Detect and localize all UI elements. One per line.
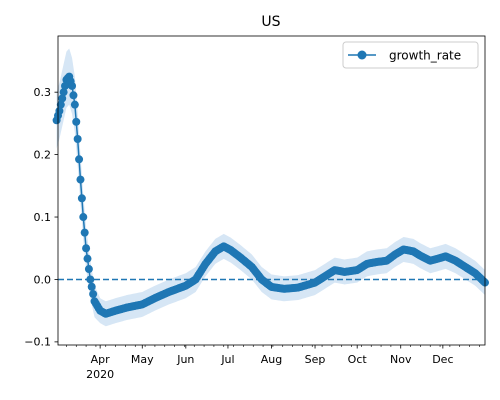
y-tick-label: 0.2 (34, 148, 52, 161)
data-point (86, 275, 95, 284)
data-point (89, 290, 98, 299)
y-tick-label: 0.3 (34, 86, 52, 99)
y-tick-label: 0.1 (34, 211, 52, 224)
x-tick-label: May (131, 353, 154, 366)
data-point (75, 155, 84, 164)
plot-area (52, 48, 489, 327)
y-tick-label: 0.0 (34, 273, 52, 286)
x-tick-label: Dec (432, 353, 453, 366)
y-tick-label: −0.1 (24, 336, 51, 349)
data-point (84, 265, 93, 274)
data-point (70, 100, 79, 109)
x-tick-label: Apr (91, 353, 111, 366)
data-point (68, 81, 77, 90)
data-point (80, 228, 89, 237)
data-point (87, 282, 96, 291)
legend: growth_rate (342, 41, 479, 69)
y-axis: −0.1 0.0 0.1 0.2 0.3 (24, 86, 58, 349)
data-point (56, 100, 65, 109)
data-point (77, 194, 86, 203)
x-tick-year-label: 2020 (86, 368, 114, 381)
data-point (58, 94, 67, 103)
x-tick-label: Aug (261, 353, 282, 366)
data-point (73, 135, 82, 143)
legend-box (342, 41, 479, 69)
x-tick-label: Jul (220, 353, 234, 366)
x-tick-label: Sep (305, 353, 326, 366)
data-point (55, 106, 64, 115)
data-point (61, 81, 70, 90)
x-tick-label: Oct (348, 353, 368, 366)
data-point (82, 244, 91, 253)
x-axis: Apr 2020 May Jun Jul Aug Sep Oct Nov Dec (66, 345, 480, 381)
chart-title: US (261, 14, 280, 30)
legend-marker-icon (357, 50, 367, 60)
data-point (59, 88, 68, 97)
growth-rate-band (56, 48, 485, 327)
legend-label: growth_rate (389, 49, 461, 63)
x-tick-label: Nov (390, 353, 412, 366)
x-tick-label: Jun (176, 353, 194, 366)
data-point (79, 213, 88, 222)
data-point (72, 117, 81, 126)
growth-rate-markers (52, 72, 489, 318)
data-point (76, 175, 85, 184)
data-point (69, 91, 78, 100)
data-point (83, 254, 92, 263)
